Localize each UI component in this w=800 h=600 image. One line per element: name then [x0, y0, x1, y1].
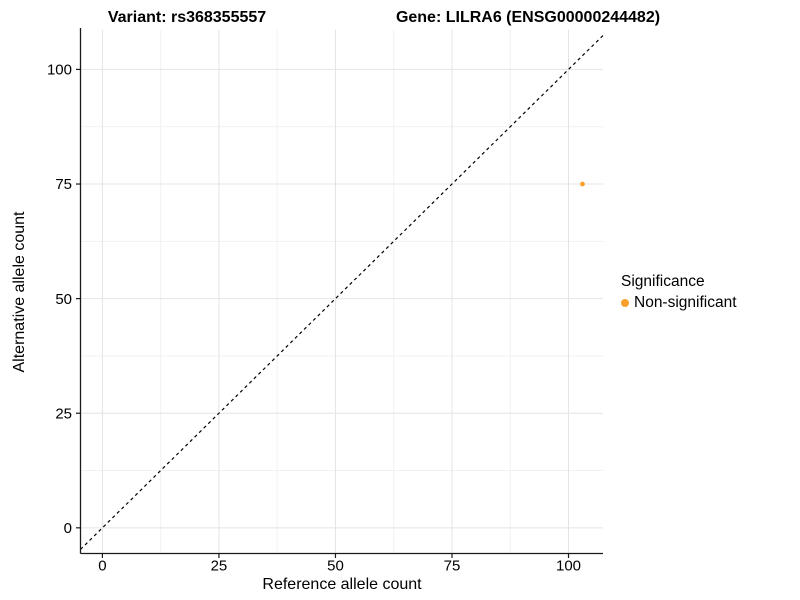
legend-item: Non-significant: [621, 293, 737, 312]
legend-title: Significance: [621, 273, 705, 290]
data-point: [580, 181, 585, 187]
legend-item-label: Non-significant: [634, 294, 737, 311]
x-tick-label: 75: [444, 558, 461, 575]
gene-title: Gene: LILRA6 (ENSG00000244482): [395, 9, 661, 26]
y-tick-label: 25: [55, 405, 72, 422]
identity-line: [80, 35, 604, 550]
x-tick-label: 100: [556, 558, 581, 575]
variant-title: Variant: rs368355557: [107, 9, 267, 26]
legend-point-icon: [621, 298, 629, 307]
y-tick-label: 100: [47, 62, 72, 79]
legend: Significance Non-significant: [621, 272, 737, 312]
y-tick-label: 75: [55, 176, 72, 193]
x-tick-label: 50: [327, 558, 344, 575]
x-axis-title: Reference allele count: [262, 576, 422, 593]
x-tick-label: 0: [98, 558, 106, 575]
y-tick-label: 0: [64, 520, 72, 537]
y-tick-label: 50: [55, 291, 72, 308]
x-tick-label: 25: [211, 558, 228, 575]
y-axis-title: Alternative allele count: [11, 211, 28, 373]
